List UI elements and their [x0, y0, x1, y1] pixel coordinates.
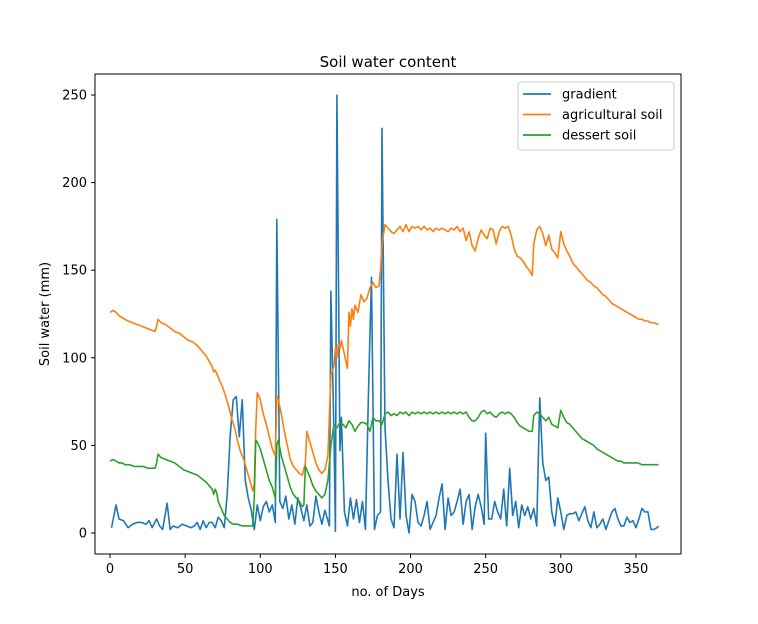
series-line-agricultural-soil	[109, 223, 659, 492]
x-tick-label: 300	[548, 562, 573, 577]
x-tick-label: 150	[323, 562, 348, 577]
y-tick-label: 150	[62, 264, 87, 279]
y-tick-label: 0	[79, 526, 87, 541]
y-tick-label: 250	[62, 89, 87, 104]
series-layer	[109, 94, 660, 534]
x-tick-label: 0	[106, 562, 114, 577]
legend-label-gradient: gradient	[562, 88, 617, 103]
x-tick-label: 350	[624, 562, 649, 577]
plot-area	[94, 73, 682, 555]
y-tick-label: 100	[62, 351, 87, 366]
chart-title: Soil water content	[320, 53, 457, 71]
legend: gradient agricultural soil dessert soil	[517, 81, 675, 151]
y-tick-label: 50	[70, 439, 87, 454]
legend-box	[517, 81, 675, 151]
series-line-gradient	[110, 94, 660, 534]
x-tick-label: 200	[398, 562, 423, 577]
x-tick-label: 100	[248, 562, 273, 577]
series-line-dessert-soil	[109, 409, 659, 527]
x-tick-label: 250	[473, 562, 498, 577]
x-tick-label: 50	[177, 562, 194, 577]
x-axis: 0 50 100 150 200 250 300 350	[106, 554, 648, 577]
legend-label-agricultural-soil: agricultural soil	[562, 108, 663, 123]
legend-items: gradient agricultural soil dessert soil	[523, 88, 663, 144]
y-axis-label: Soil water (mm)	[38, 262, 53, 366]
plot-frame	[94, 73, 682, 555]
y-axis: 0 50 100 150 200 250	[62, 89, 95, 541]
y-tick-label: 200	[62, 176, 87, 191]
x-axis-label: no. of Days	[351, 585, 425, 600]
legend-label-dessert-soil: dessert soil	[562, 129, 636, 144]
